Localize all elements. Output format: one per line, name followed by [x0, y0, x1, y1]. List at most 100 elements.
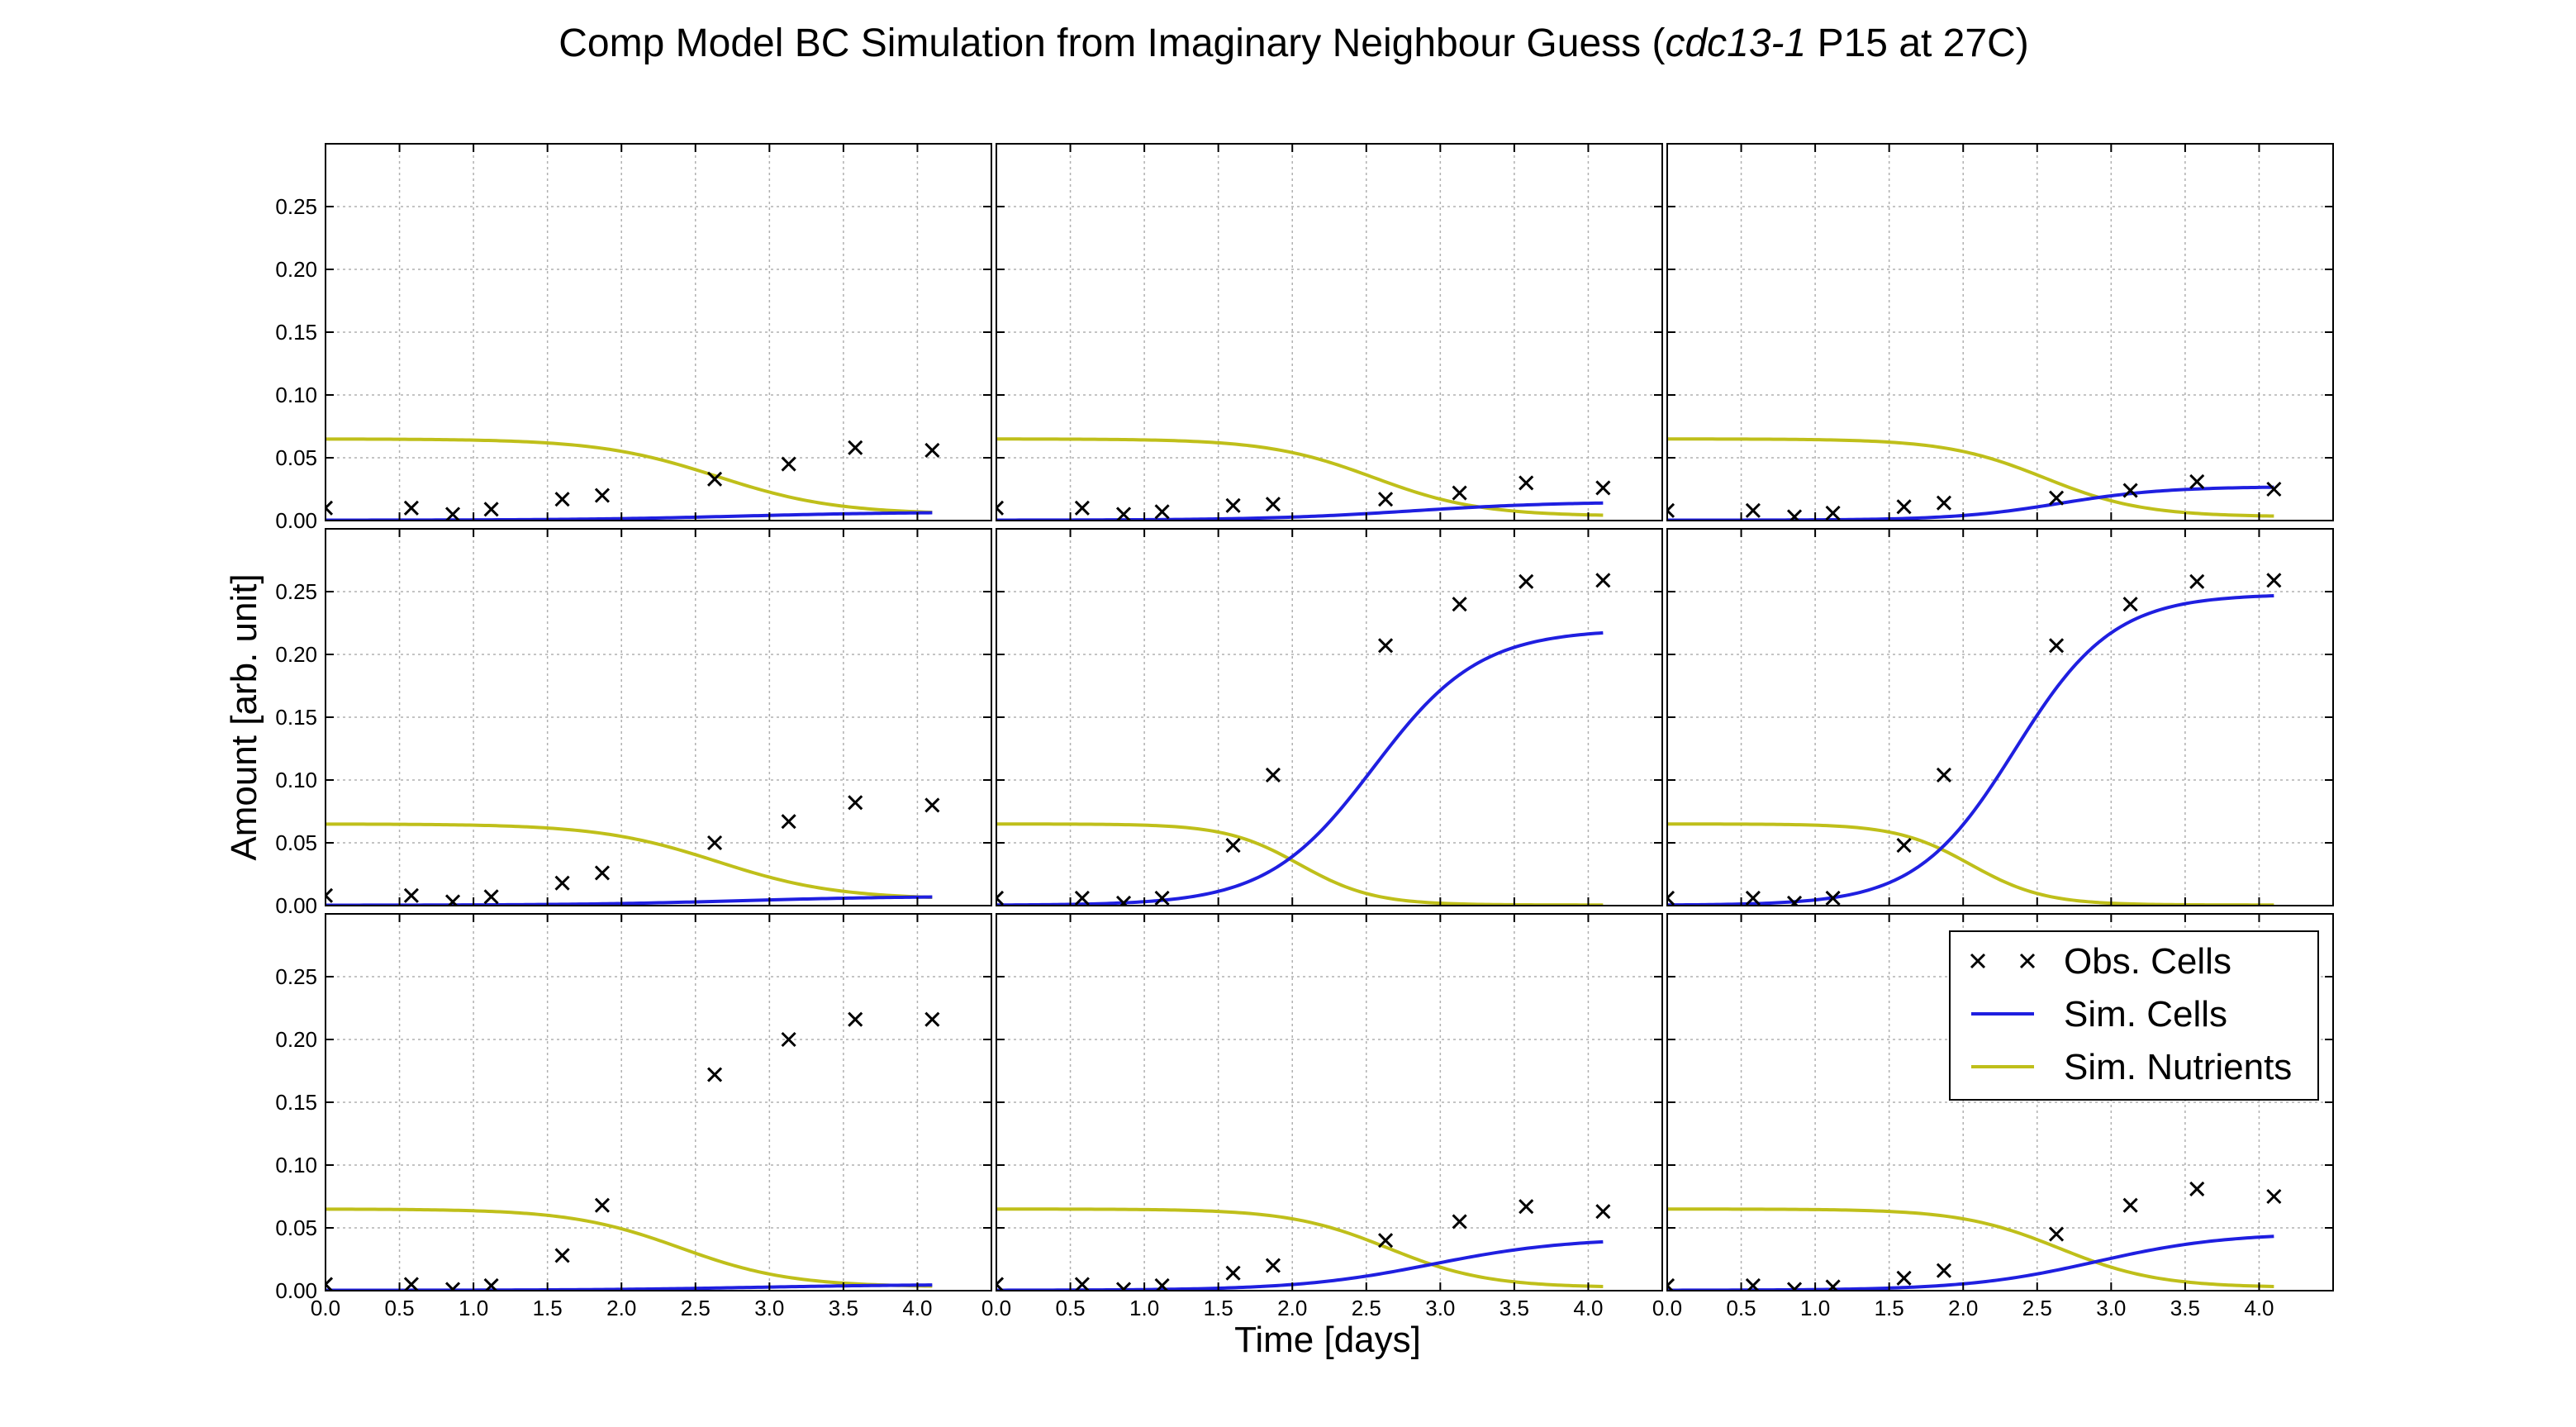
y-tick-label: 0.20 — [275, 642, 317, 667]
panel-r1-c1: 0.00 0.05 0.10 0.15 0.20 0.25 — [275, 143, 992, 533]
y-tick-label: 0.00 — [275, 1278, 317, 1303]
obs-cells-marker — [1936, 1263, 1952, 1278]
x-tick-label: 2.0 — [1277, 1296, 1307, 1320]
sim-cells-line — [996, 630, 1604, 906]
obs-cells-marker — [1595, 573, 1611, 588]
panel-frame — [325, 913, 992, 1291]
obs-cells-marker — [781, 1031, 796, 1048]
obs-cells-markers — [996, 475, 1611, 521]
x-tick-label: 0.0 — [1652, 1296, 1682, 1320]
panel-r1-c2 — [996, 143, 1663, 521]
obs-cells-markers — [1667, 473, 2282, 521]
obs-cells-marker — [1667, 502, 1675, 518]
panel-frame — [996, 528, 1663, 906]
x-tick-label: 0.5 — [384, 1296, 414, 1320]
obs-cells-marker — [1377, 638, 1394, 654]
obs-cells-marker — [594, 865, 610, 881]
x-tick-label: 2.0 — [1948, 1296, 1978, 1320]
y-tick-label: 0.15 — [275, 1090, 317, 1115]
obs-cells-marker — [326, 887, 334, 903]
obs-cells-marker — [781, 456, 796, 472]
x-tick-label: 0.0 — [311, 1296, 340, 1320]
obs-cells-marker — [1452, 485, 1467, 501]
y-tick-label: 0.10 — [275, 768, 317, 792]
obs-cells-marker — [707, 1067, 723, 1082]
obs-cells-marker — [848, 795, 863, 811]
obs-cells-marker — [326, 1277, 334, 1291]
obs-cells-marker — [848, 1011, 863, 1027]
x-tick-label: 4.0 — [1573, 1296, 1603, 1320]
y-tick-label: 0.00 — [275, 508, 317, 533]
x-tick-label: 2.5 — [681, 1296, 711, 1320]
panel-r2-c3 — [1666, 528, 2334, 906]
x-tick-label: 3.0 — [1425, 1296, 1455, 1320]
panel-frame — [996, 913, 1663, 1291]
obs-cells-marker — [1825, 1279, 1841, 1291]
obs-cells-marker — [707, 835, 723, 851]
obs-cells-marker — [1519, 1199, 1534, 1215]
panel-r1-c3 — [1666, 143, 2334, 521]
obs-cells-marker — [554, 875, 570, 891]
y-tick-label: 0.00 — [275, 893, 317, 918]
panel-curves — [1667, 594, 2274, 906]
obs-cells-marker — [1115, 507, 1132, 521]
obs-cells-marker — [1519, 475, 1534, 491]
panel-r2-c1: 0.00 0.05 0.10 0.15 0.20 0.25 — [275, 528, 992, 918]
obs-cells-marker — [594, 488, 610, 503]
obs-cells-marker — [444, 1282, 461, 1291]
y-tick-label: 0.20 — [275, 257, 317, 282]
obs-cells-marker — [1115, 895, 1132, 906]
y-tick-label: 0.05 — [275, 445, 317, 470]
obs-cells-marker — [1896, 837, 1912, 854]
sim-nutrients-line — [996, 1207, 1604, 1288]
x-tick-label: 4.0 — [902, 1296, 932, 1320]
legend-obs-cells-marker — [1970, 953, 1986, 969]
obs-cells-marker — [1936, 495, 1952, 511]
obs-cells-marker — [1154, 504, 1170, 520]
obs-cells-markers — [326, 440, 940, 521]
y-tick-label: 0.20 — [275, 1027, 317, 1052]
obs-cells-marker — [1595, 1204, 1611, 1220]
legend-obs-cells-marker — [2019, 953, 2036, 969]
panels-group: 0.00 0.05 0.10 0.15 0.20 0.25 0.00 0.05 0.10 0.15… — [275, 143, 2334, 1320]
x-tick-label: 0.0 — [981, 1296, 1011, 1320]
y-tick-label: 0.25 — [275, 194, 317, 219]
obs-cells-marker — [403, 500, 419, 516]
obs-cells-marker — [1825, 890, 1841, 906]
obs-cells-marker — [924, 1011, 940, 1027]
x-tick-label: 2.5 — [1352, 1296, 1381, 1320]
sim-nutrients-line — [996, 822, 1604, 906]
obs-cells-marker — [2189, 573, 2205, 589]
y-tick-label: 0.10 — [275, 383, 317, 407]
obs-cells-marker — [444, 894, 461, 906]
obs-cells-marker — [1786, 895, 1803, 906]
obs-cells-marker — [1595, 480, 1611, 496]
sim-nutrients-line — [996, 437, 1604, 517]
chart-title: Comp Model BC Simulation from Imaginary … — [558, 21, 2028, 65]
obs-cells-marker — [1745, 890, 1761, 906]
x-tick-label: 2.5 — [2022, 1296, 2052, 1320]
y-tick-label: 0.15 — [275, 320, 317, 345]
obs-cells-marker — [403, 887, 419, 903]
x-tick-label: 0.5 — [1726, 1296, 1756, 1320]
obs-cells-marker — [1074, 500, 1090, 516]
obs-cells-marker — [1667, 890, 1675, 906]
x-axis-label: Time [days] — [1234, 1320, 1421, 1360]
obs-cells-marker — [1936, 767, 1952, 782]
sim-nutrients-line — [1667, 437, 2274, 518]
obs-cells-marker — [1896, 1270, 1912, 1286]
x-tick-label: 2.0 — [606, 1296, 636, 1320]
sim-cells-line — [1667, 594, 2274, 906]
obs-cells-marker — [1377, 492, 1394, 507]
obs-cells-marker — [1825, 505, 1841, 521]
y-tick-label: 0.10 — [275, 1153, 317, 1177]
legend-label: Obs. Cells — [2064, 941, 2231, 982]
obs-cells-marker — [554, 1248, 570, 1263]
obs-cells-marker — [1074, 1277, 1090, 1291]
x-tick-label: 4.0 — [2244, 1296, 2274, 1320]
obs-cells-marker — [2189, 1181, 2205, 1196]
obs-cells-marker — [1225, 1265, 1241, 1281]
obs-cells-marker — [483, 502, 499, 517]
obs-cells-marker — [1265, 1258, 1281, 1273]
